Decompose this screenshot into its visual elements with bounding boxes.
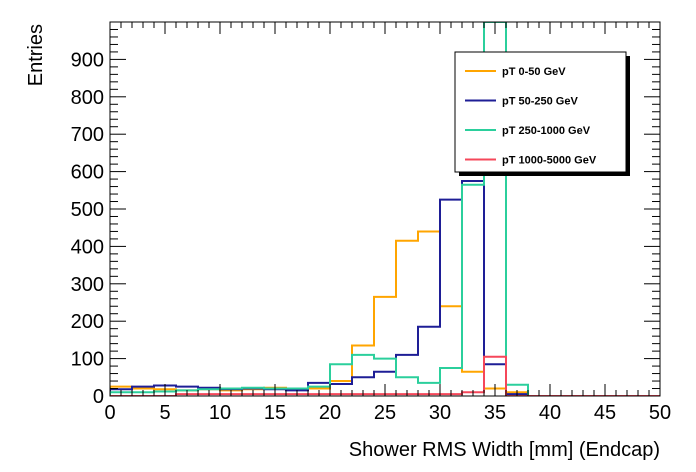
x-tick-label: 0: [104, 402, 115, 424]
x-tick-label: 40: [539, 402, 561, 424]
tick-labels: 0 5 10 15 20 25 30 35 40 45 5001002003004005006007…: [71, 49, 672, 424]
legend: pT 0-50 GeV pT 50-250 GeV pT 250-1000 GeV p…: [454, 51, 630, 176]
legend-label-1: pT 50-250 GeV: [502, 96, 578, 108]
legend-label-0: pT 0-50 GeV: [502, 66, 566, 78]
y-tick-label: 0: [93, 386, 104, 408]
x-tick-label: 10: [209, 402, 231, 424]
y-tick-label: 800: [71, 87, 104, 109]
x-tick-label: 15: [264, 402, 286, 424]
y-tick-label: 900: [71, 49, 104, 71]
x-tick-label: 45: [594, 402, 616, 424]
y-tick-label: 300: [71, 274, 104, 296]
legend-entries: pT 0-50 GeV pT 50-250 GeV pT 250-1000 GeV p…: [465, 66, 597, 167]
y-tick-label: 600: [71, 162, 104, 184]
y-tick-label: 700: [71, 124, 104, 146]
x-tick-label: 35: [484, 402, 506, 424]
legend-label-2: pT 250-1000 GeV: [502, 125, 591, 137]
x-tick-label: 30: [429, 402, 451, 424]
y-tick-label: 100: [71, 349, 104, 371]
y-tick-label: 400: [71, 236, 104, 258]
x-tick-label: 20: [319, 402, 341, 424]
x-tick-label: 5: [159, 402, 170, 424]
series-line-1: [110, 179, 660, 396]
axes-layer: [109, 21, 661, 397]
y-tick-label: 500: [71, 199, 104, 221]
x-axis-label: Shower RMS Width [mm] (Endcap): [349, 439, 660, 461]
x-tick-label: 25: [374, 402, 396, 424]
y-tick-label: 200: [71, 311, 104, 333]
y-axis-label: Entries: [25, 24, 47, 86]
x-tick-label: 50: [649, 402, 671, 424]
legend-label-3: pT 1000-5000 GeV: [502, 155, 597, 167]
